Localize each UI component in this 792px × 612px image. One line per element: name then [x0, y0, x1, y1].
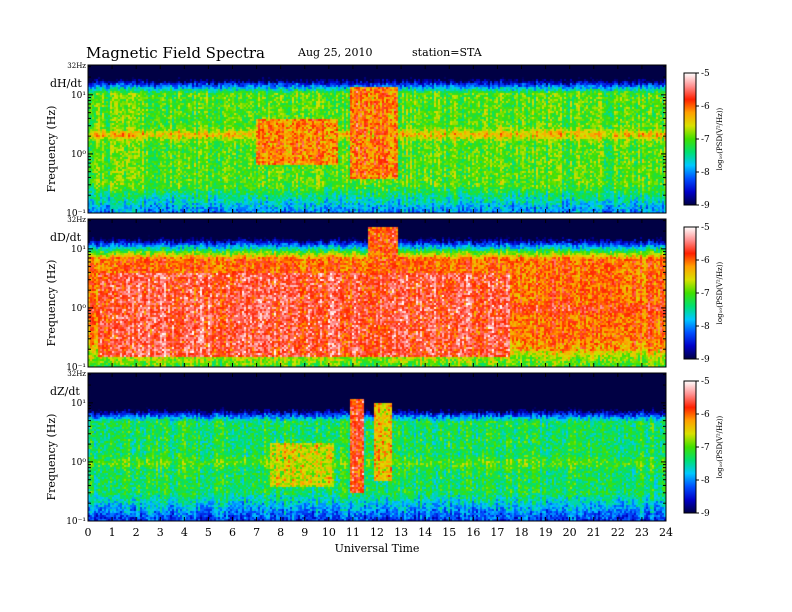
x-tick-label: 4: [181, 526, 188, 539]
y-tick-label: 10⁰: [71, 458, 86, 468]
x-tick-label: 22: [611, 526, 625, 539]
spectrogram-panel: dH/dt 32Hz 10¹ 10⁰ 10⁻¹ Frequency (Hz) -5 -6 -7 -…: [45, 62, 724, 219]
x-tick-label: 8: [277, 526, 284, 539]
panel-label: dD/dt: [50, 231, 82, 244]
colorbar-tick-label: -9: [701, 355, 710, 365]
y-tick-label: 32Hz: [67, 216, 86, 224]
spectrogram-panel: dZ/dt 32Hz 10¹ 10⁰ 10⁻¹ Frequency (Hz) -5 -6 -7 -…: [45, 370, 724, 527]
x-tick-label: 13: [394, 526, 408, 539]
x-tick-label: 11: [346, 526, 360, 539]
x-tick-label: 10: [322, 526, 336, 539]
colorbar-label: log₁₀(PSD(V²/Hz)): [716, 107, 724, 170]
station-label: station=STA: [412, 46, 482, 59]
spectrogram-heatmap: [88, 65, 666, 213]
x-tick-label: 16: [466, 526, 480, 539]
y-tick-label: 32Hz: [67, 62, 86, 70]
x-tick-label: 14: [418, 526, 432, 539]
colorbar: [683, 72, 697, 206]
x-tick-label: 2: [133, 526, 140, 539]
x-tick-label: 17: [490, 526, 504, 539]
x-tick-label: 1: [109, 526, 116, 539]
x-tick-label: 24: [659, 526, 673, 539]
colorbar-tick-label: -7: [701, 289, 710, 299]
x-tick-label: 9: [301, 526, 308, 539]
x-tick-label: 12: [370, 526, 384, 539]
colorbar-tick-label: -8: [701, 168, 710, 178]
colorbar-tick-label: -9: [701, 201, 710, 211]
colorbar-tick-label: -5: [701, 69, 710, 79]
y-axis-label: Frequency (Hz): [45, 106, 58, 193]
spectrogram-heatmap: [88, 373, 666, 521]
colorbar-tick-label: -7: [701, 135, 710, 145]
colorbar-tick-label: -9: [701, 509, 710, 519]
y-tick-label: 10¹: [71, 245, 86, 255]
y-tick-label: 10⁻¹: [66, 209, 86, 219]
x-tick-label: 5: [205, 526, 212, 539]
x-tick-label: 18: [515, 526, 529, 539]
chart-title: Magnetic Field Spectra: [86, 44, 265, 62]
x-axis-label: Universal Time: [335, 542, 420, 555]
spectrogram-panel: dD/dt 32Hz 10¹ 10⁰ 10⁻¹ Frequency (Hz) -5 -6 -7 -…: [45, 216, 724, 373]
x-tick-label: 19: [539, 526, 553, 539]
colorbar: [683, 380, 697, 514]
colorbar-tick-label: -8: [701, 476, 710, 486]
y-tick-label: 10¹: [71, 399, 86, 409]
colorbar-tick-label: -6: [701, 102, 710, 112]
colorbar-label: log₁₀(PSD(V²/Hz)): [716, 261, 724, 324]
x-tick-label: 20: [563, 526, 577, 539]
x-tick-label: 6: [229, 526, 236, 539]
y-tick-label: 10⁰: [71, 304, 86, 314]
panel-label: dH/dt: [50, 77, 82, 90]
colorbar-tick-label: -7: [701, 443, 710, 453]
date-label: Aug 25, 2010: [298, 46, 373, 59]
x-tick-label: 23: [635, 526, 649, 539]
x-tick-label: 3: [157, 526, 164, 539]
colorbar-tick-label: -5: [701, 377, 710, 387]
panel-label: dZ/dt: [50, 385, 80, 398]
colorbar-tick-label: -6: [701, 410, 710, 420]
colorbar-tick-label: -8: [701, 322, 710, 332]
x-tick-label: 15: [442, 526, 456, 539]
colorbar-tick-label: -6: [701, 256, 710, 266]
x-tick-label: 21: [587, 526, 601, 539]
y-tick-label: 10⁻¹: [66, 517, 86, 527]
spectrogram-heatmap: [88, 219, 666, 367]
colorbar-tick-label: -5: [701, 223, 710, 233]
y-tick-label: 10⁻¹: [66, 363, 86, 373]
colorbar: [683, 226, 697, 360]
y-tick-label: 10⁰: [71, 150, 86, 160]
x-tick-label: 7: [253, 526, 260, 539]
colorbar-label: log₁₀(PSD(V²/Hz)): [716, 415, 724, 478]
y-axis-label: Frequency (Hz): [45, 414, 58, 501]
y-axis-label: Frequency (Hz): [45, 260, 58, 347]
y-tick-label: 32Hz: [67, 370, 86, 378]
x-tick-label: 0: [85, 526, 92, 539]
y-tick-label: 10¹: [71, 91, 86, 101]
